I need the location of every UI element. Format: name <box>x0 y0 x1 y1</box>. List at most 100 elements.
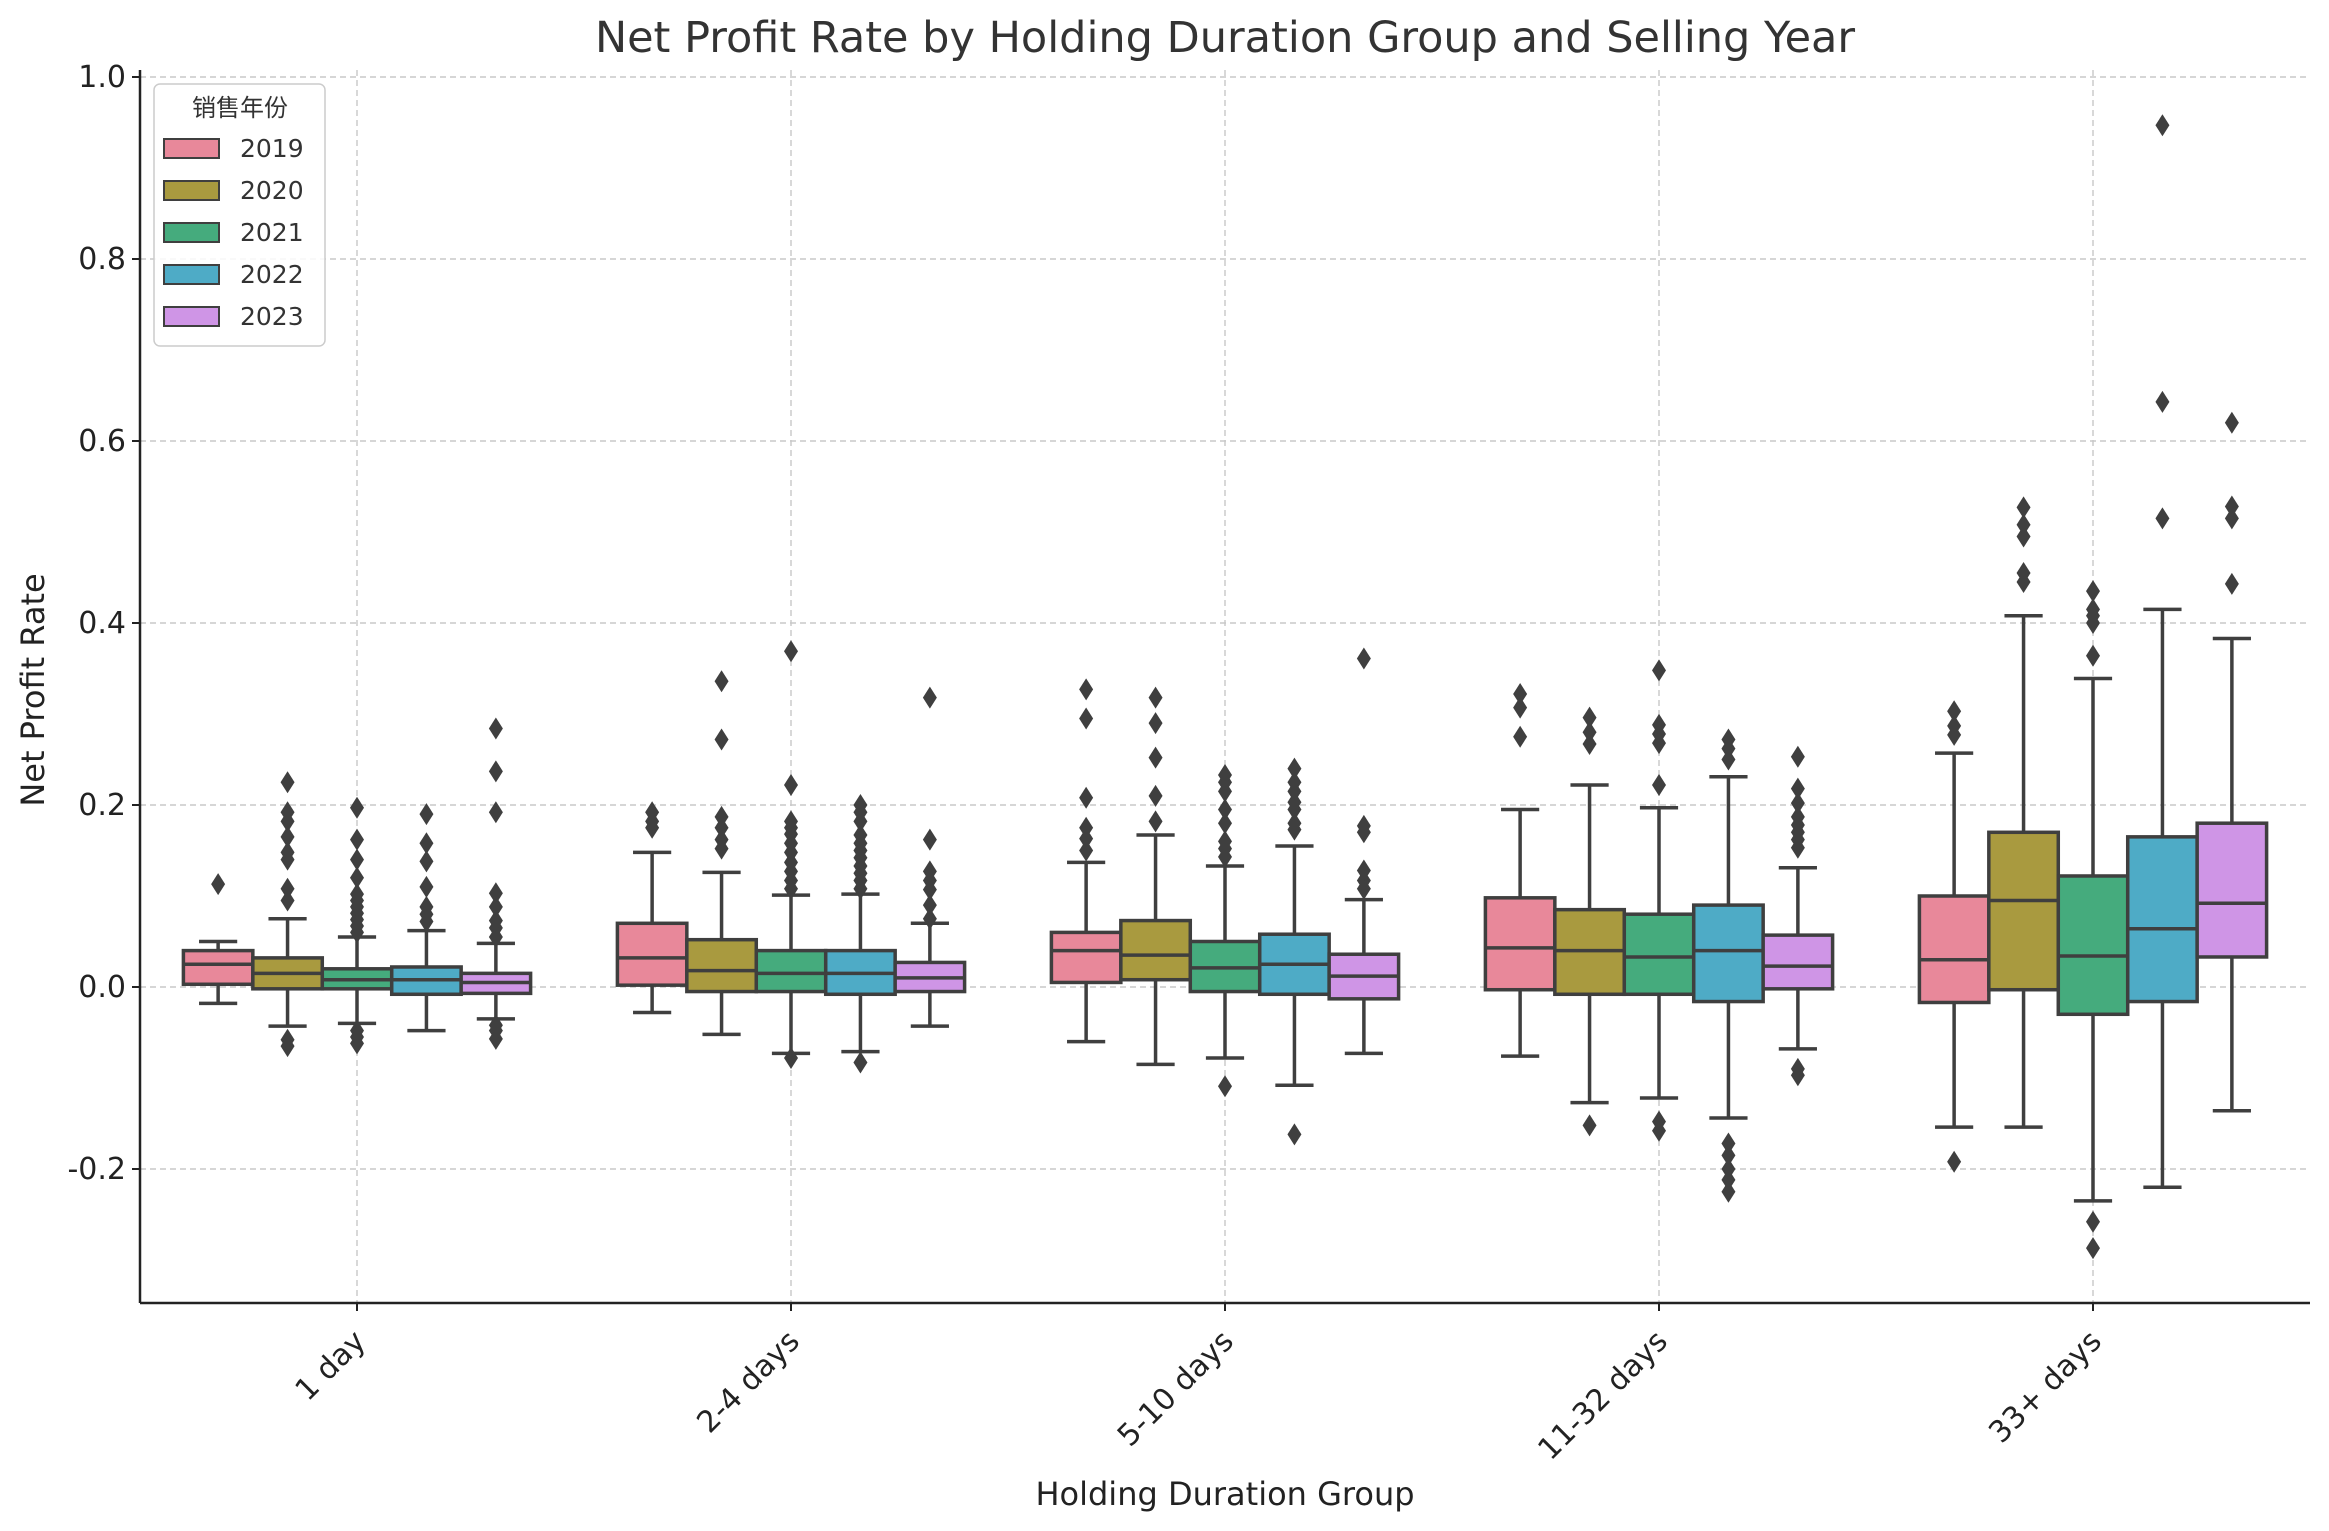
x-tick-label: 33+ days <box>1982 1324 2108 1450</box>
box-2022-4 <box>2125 114 2199 1189</box>
legend: 销售年份 2019 2020 2021 2022 2023 <box>153 83 326 347</box>
outlier-point <box>784 810 798 833</box>
x-tick-label: 5-10 days <box>1111 1324 1241 1454</box>
outlier-point <box>714 805 729 828</box>
box-2021-3 <box>1622 659 1696 1142</box>
box-groups <box>181 114 2269 1260</box>
outlier-point <box>714 828 729 851</box>
outlier-point <box>488 801 503 824</box>
outlier-point <box>2016 561 2031 584</box>
outlier-point <box>1287 812 1302 835</box>
y-tick-label: 0.0 <box>78 970 126 1005</box>
iqr-box <box>2195 821 2269 959</box>
outlier-point <box>2086 644 2100 667</box>
iqr-box <box>1483 896 1557 992</box>
iqr-box <box>685 937 759 994</box>
legend-title: 销售年份 <box>192 94 288 122</box>
outlier-point <box>784 640 798 663</box>
y-axis-ticks: 1.0 0.8 0.6 0.4 0.2 0.0 -0.2 <box>67 60 140 1187</box>
outlier-point <box>350 1019 364 1042</box>
outlier-point <box>280 801 295 824</box>
iqr-box <box>754 948 828 994</box>
iqr-box <box>1691 903 1765 1004</box>
outlier-point <box>2016 525 2031 548</box>
legend-swatch-2019 <box>163 138 220 159</box>
box-2021-2 <box>1188 763 1262 1098</box>
outlier-point <box>1218 812 1232 835</box>
outlier-point <box>2086 1237 2100 1260</box>
outlier-point <box>1148 810 1163 833</box>
outlier-point <box>1721 1144 1736 1167</box>
outlier-point <box>784 773 798 796</box>
outlier-point <box>2224 572 2239 595</box>
outlier-point <box>419 832 434 855</box>
legend-swatch-2021 <box>163 222 220 243</box>
outlier-point <box>350 796 364 819</box>
outlier-point <box>350 848 364 871</box>
iqr-box <box>2056 874 2130 1017</box>
outlier-point <box>1790 745 1805 768</box>
outlier-point <box>784 1046 798 1069</box>
chart-title: Net Profit Rate by Holding Duration Grou… <box>595 13 1855 63</box>
iqr-box <box>181 948 255 987</box>
box-2019-2 <box>1049 678 1123 1044</box>
outlier-point <box>2224 411 2239 434</box>
outlier-point <box>1148 712 1163 735</box>
box-2023-0 <box>459 717 533 1050</box>
outlier-point <box>1652 1110 1666 1133</box>
outlier-point <box>2016 513 2031 536</box>
legend-label-2022: 2022 <box>240 260 304 289</box>
outlier-point <box>1356 814 1371 837</box>
iqr-box <box>1049 930 1123 985</box>
outlier-point <box>2086 1210 2100 1233</box>
legend-label-2023: 2023 <box>240 302 304 331</box>
outlier-point <box>1652 659 1666 682</box>
grid-lines <box>140 70 2310 1303</box>
outlier-point <box>853 1051 868 1074</box>
iqr-box <box>1987 830 2061 992</box>
outlier-point <box>1287 1123 1302 1146</box>
outlier-point <box>280 841 295 864</box>
iqr-box <box>1917 894 1991 1005</box>
outlier-point <box>1079 678 1094 701</box>
outlier-point <box>488 717 503 740</box>
outlier-point <box>714 670 729 693</box>
outlier-point <box>1148 686 1163 709</box>
outlier-point <box>350 883 364 906</box>
iqr-box <box>1761 933 1835 991</box>
legend-swatch-2022 <box>163 264 220 285</box>
box-2022-1 <box>823 794 897 1074</box>
outlier-point <box>1947 714 1962 737</box>
box-2019-3 <box>1483 682 1557 1058</box>
x-tick-label: 2-4 days <box>690 1324 806 1440</box>
outlier-point <box>1079 786 1094 809</box>
box-2019-4 <box>1917 700 1991 1173</box>
outlier-point <box>350 866 364 889</box>
outlier-point <box>1721 1158 1736 1180</box>
outlier-point <box>280 889 295 912</box>
outlier-point <box>645 801 660 824</box>
outlier-point <box>1790 792 1805 815</box>
x-tick-label: 1 day <box>289 1324 373 1408</box>
box-2021-0 <box>320 796 394 1055</box>
box-2023-4 <box>2195 411 2269 1113</box>
outlier-point <box>419 875 434 898</box>
outlier-point <box>2086 580 2100 603</box>
outlier-point <box>1218 1075 1232 1098</box>
outlier-point <box>1513 696 1528 719</box>
outlier-point <box>1356 859 1371 882</box>
outlier-point <box>1287 771 1302 794</box>
x-tick-label: 11-32 days <box>1531 1324 1674 1467</box>
legend-label-2020: 2020 <box>240 176 304 205</box>
outlier-point <box>488 882 503 905</box>
outlier-point <box>1790 777 1805 800</box>
outlier-point <box>1513 682 1528 705</box>
x-axis-label: Holding Duration Group <box>1035 1475 1414 1513</box>
y-tick-label: 0.8 <box>78 242 126 277</box>
outlier-point <box>1218 798 1232 821</box>
box-2022-0 <box>389 803 463 1033</box>
outlier-point <box>1721 1132 1736 1155</box>
outlier-point <box>1790 805 1805 828</box>
outlier-point <box>922 907 937 930</box>
